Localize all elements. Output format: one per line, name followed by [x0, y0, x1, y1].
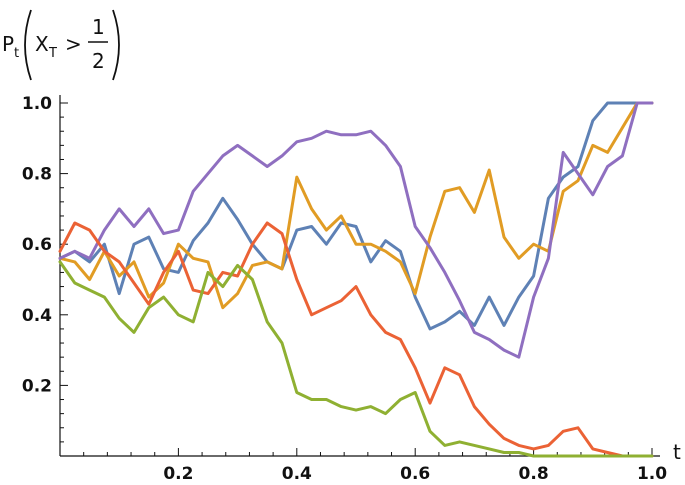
- y-tick-label: 0.6: [22, 235, 52, 255]
- y-axis-title-x: X: [35, 32, 49, 56]
- y-axis-title-p-sub: t: [14, 46, 19, 61]
- x-tick-label: 1.0: [637, 464, 667, 484]
- y-axis-title-frac-den: 2: [92, 49, 105, 73]
- series-line-5: [58, 260, 654, 458]
- series-group: [58, 101, 654, 458]
- y-axis-title-op: >: [65, 32, 82, 56]
- y-axis-title-p: P: [2, 32, 14, 56]
- left-paren: [24, 9, 32, 81]
- x-tick-label: 0.2: [163, 464, 193, 484]
- y-axis-title-x-sub: T: [48, 46, 57, 61]
- y-tick-label: 0.8: [22, 165, 52, 185]
- x-axis-title: t: [673, 440, 681, 464]
- y-axis-title: P t X T > 1 2: [2, 9, 120, 81]
- y-tick-label: 1.0: [22, 94, 52, 114]
- y-axis-title-frac-num: 1: [92, 15, 105, 39]
- x-tick-label: 0.6: [400, 464, 430, 484]
- y-tick-label: 0.2: [22, 376, 52, 396]
- series-line-4: [58, 221, 654, 458]
- series-line-3: [58, 101, 654, 359]
- y-tick-label: 0.4: [22, 306, 52, 326]
- x-tick-label: 0.8: [519, 464, 549, 484]
- series-line-1: [58, 101, 654, 331]
- axes: 0.2 0.4 0.6 0.8 1.0 0.2 0.4 0.6 0.8 1.0: [22, 94, 667, 484]
- x-tick-label: 0.4: [282, 464, 312, 484]
- right-paren: [112, 9, 120, 81]
